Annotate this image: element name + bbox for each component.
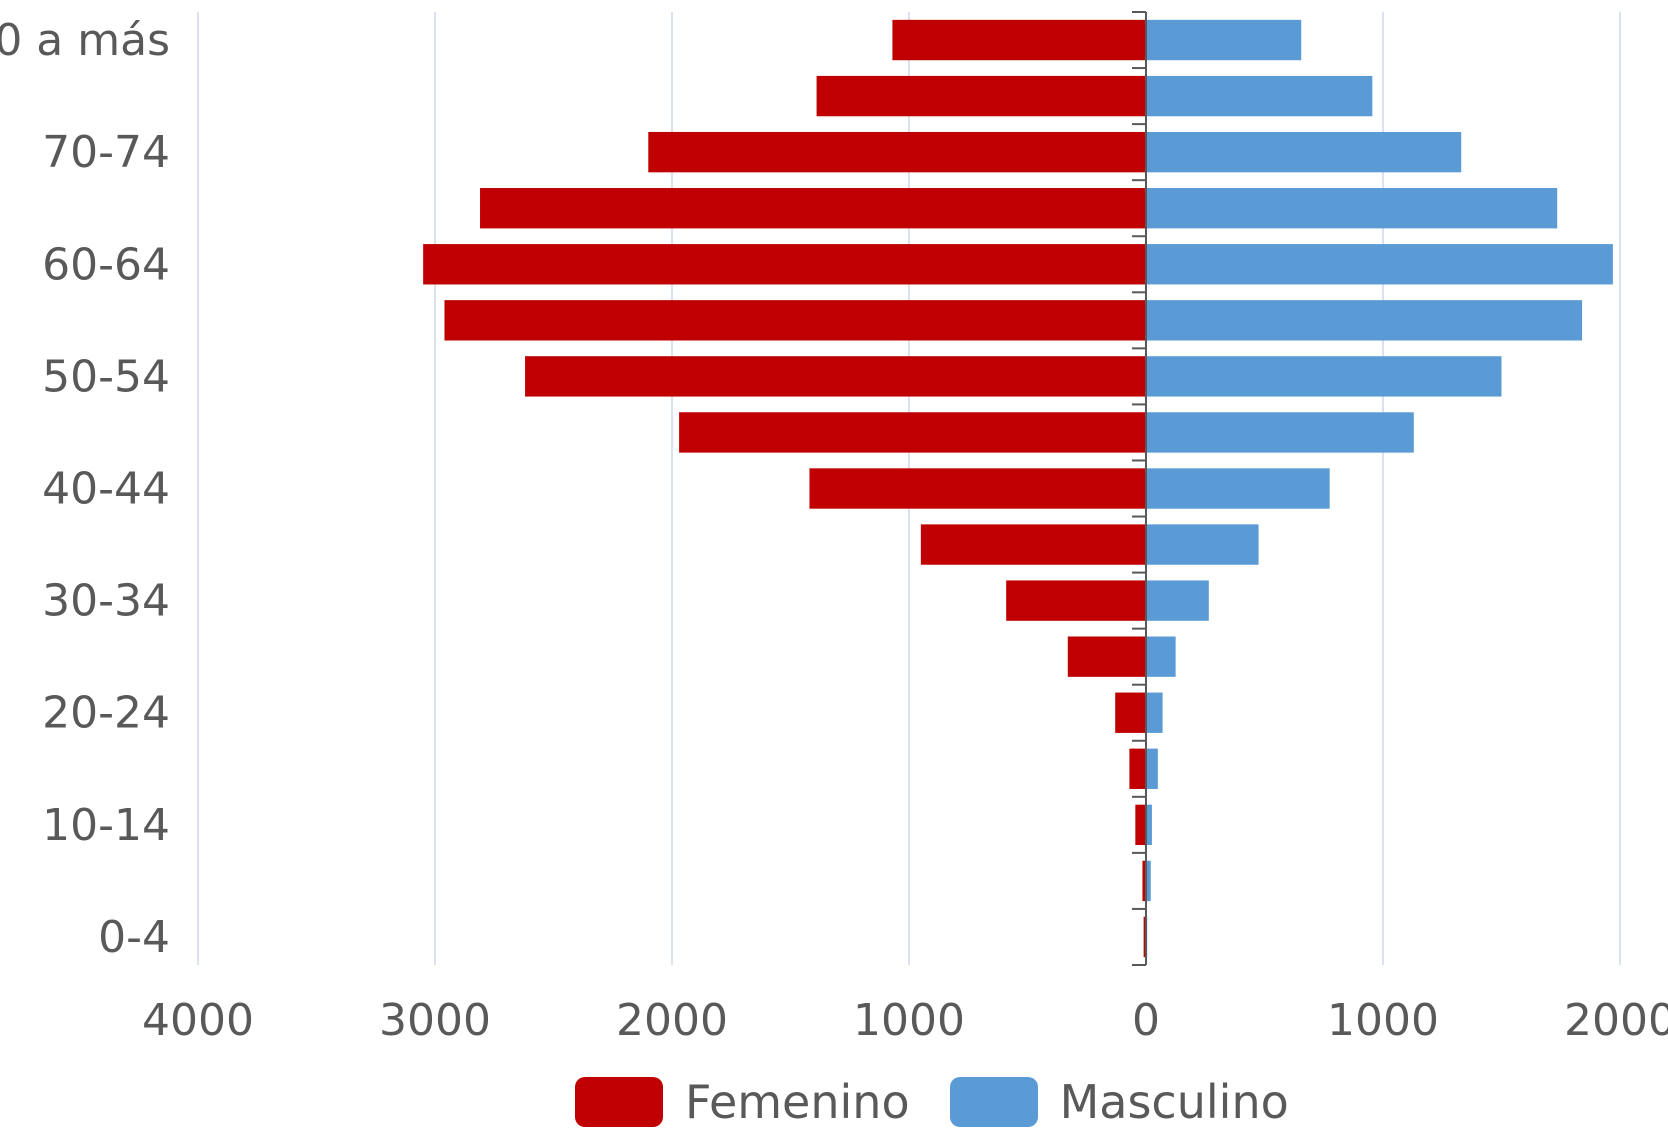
y-tick-label: 40-44 xyxy=(42,464,170,515)
bar-masculino-40-44 xyxy=(1146,468,1330,509)
bar-femenino-30-34 xyxy=(1006,580,1146,621)
y-axis-labels: 0-4 10-14 20-24 30-34 40-44 50-54 60-64 70-74 80… xyxy=(0,15,170,963)
bar-femenino-65-69 xyxy=(480,188,1146,229)
bar-masculino-10-14 xyxy=(1146,804,1152,846)
bar-femenino-75-79 xyxy=(816,75,1146,117)
bar-masculino-65-69 xyxy=(1146,188,1558,229)
legend-item-masculino[interactable]: Masculino xyxy=(949,1075,1289,1129)
y-tick-label: 30-34 xyxy=(42,576,170,627)
bar-femenino-45-49 xyxy=(679,412,1146,453)
bar-femenino-55-59 xyxy=(444,300,1147,341)
bar-masculino-35-39 xyxy=(1146,524,1259,565)
y-tick-label: 50-54 xyxy=(42,351,170,402)
x-tick-label: 4000 xyxy=(142,995,254,1046)
bar-masculino-55-59 xyxy=(1146,300,1583,341)
legend-label-masculino: Masculino xyxy=(1059,1075,1289,1129)
bar-masculino-15-19 xyxy=(1146,748,1158,789)
legend-swatch-femenino xyxy=(575,1077,663,1127)
x-tick-label: 3000 xyxy=(379,995,491,1046)
bar-masculino-75-79 xyxy=(1146,75,1373,117)
bar-masculino-25-29 xyxy=(1146,636,1176,677)
legend-swatch-masculino xyxy=(949,1077,1038,1127)
x-tick-label: 1000 xyxy=(1327,995,1439,1046)
bar-masculino-30-34 xyxy=(1146,580,1209,621)
bar-femenino-10-14 xyxy=(1135,804,1146,846)
y-tick-label: 80 a más xyxy=(0,15,170,66)
y-tick-label: 70-74 xyxy=(42,127,170,178)
bar-masculino-60-64 xyxy=(1146,244,1613,285)
x-tick-label: 2000 xyxy=(616,995,728,1046)
legend-item-femenino[interactable]: Femenino xyxy=(575,1075,910,1129)
legend-label-femenino: Femenino xyxy=(685,1075,910,1129)
legend: Femenino Masculino xyxy=(575,1075,1329,1129)
bar-femenino-60-64 xyxy=(423,244,1146,285)
y-tick-label: 0-4 xyxy=(98,912,170,963)
bar-femenino-15-19 xyxy=(1129,748,1146,789)
bar-masculino-70-74 xyxy=(1146,131,1462,173)
center-axis xyxy=(1132,11,1147,966)
bar-femenino-80 a más xyxy=(892,19,1146,61)
bar-masculino-50-54 xyxy=(1146,356,1502,397)
bar-femenino-25-29 xyxy=(1067,636,1146,677)
x-tick-label: 1000 xyxy=(853,995,965,1046)
bar-femenino-0-4 xyxy=(1143,916,1146,958)
bar-femenino-40-44 xyxy=(809,468,1146,509)
bar-masculino-20-24 xyxy=(1146,692,1163,733)
bar-femenino-20-24 xyxy=(1115,692,1146,733)
bar-masculino-80 a más xyxy=(1146,19,1302,61)
x-axis-labels: 4000 3000 2000 1000 0 1000 2000 xyxy=(142,995,1668,1046)
x-tick-label: 2000 xyxy=(1564,995,1668,1046)
bar-masculino-5-9 xyxy=(1146,860,1151,902)
bar-femenino-70-74 xyxy=(648,131,1146,173)
y-tick-label: 60-64 xyxy=(42,239,170,290)
bar-femenino-50-54 xyxy=(525,356,1146,397)
y-tick-label: 20-24 xyxy=(42,688,170,739)
bar-femenino-5-9 xyxy=(1142,860,1146,902)
bar-femenino-35-39 xyxy=(920,524,1146,565)
y-tick-label: 10-14 xyxy=(42,800,170,851)
x-tick-label: 0 xyxy=(1132,995,1160,1046)
bar-masculino-45-49 xyxy=(1146,412,1414,453)
bars xyxy=(423,19,1613,958)
